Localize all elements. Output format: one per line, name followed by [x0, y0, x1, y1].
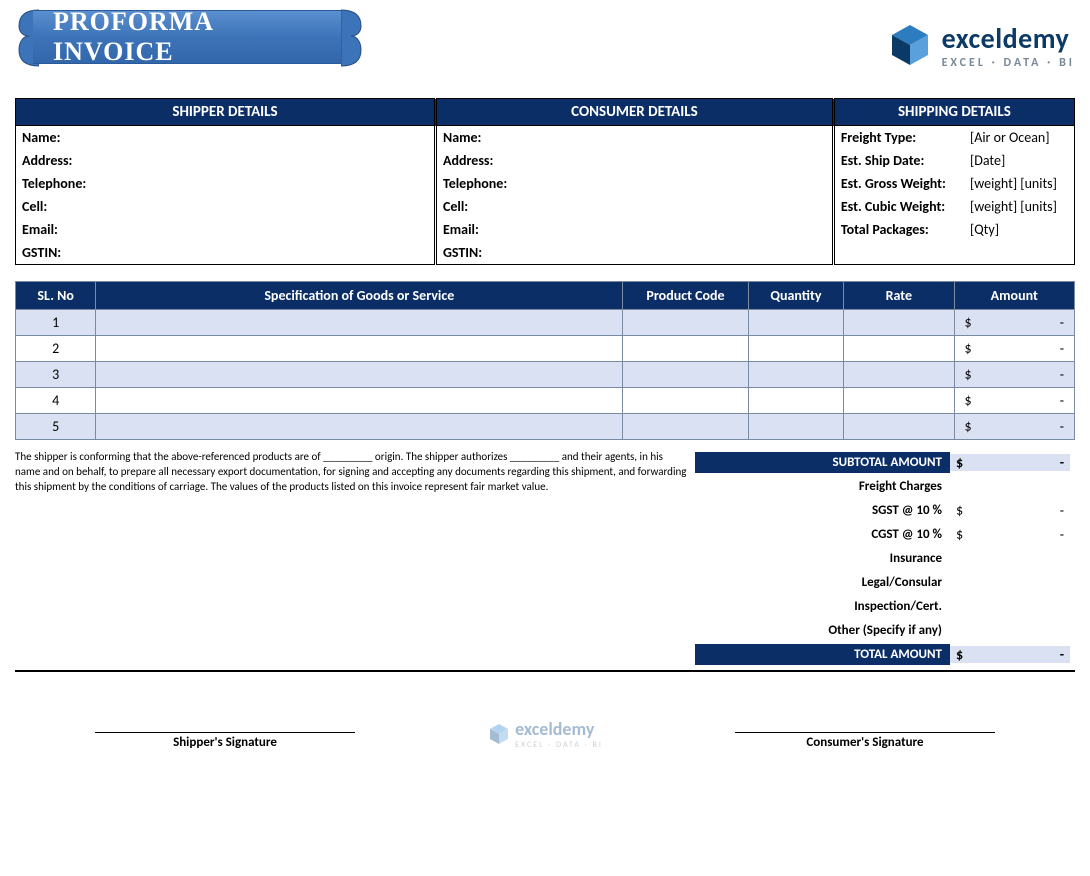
banner-title: PROFORMA INVOICE — [53, 7, 327, 67]
title-banner: PROFORMA INVOICE — [15, 10, 365, 80]
freight-row: Freight Charges — [695, 474, 1075, 498]
table-row: 4 $- — [16, 388, 1075, 414]
consumer-name-label: Name: — [435, 126, 833, 150]
packages-label: Total Packages: — [833, 218, 964, 241]
consumer-header: CONSUMER DETAILS — [435, 99, 833, 126]
consumer-signature: Consumer's Signature — [735, 732, 995, 750]
shipper-signature: Shipper's Signature — [95, 732, 355, 750]
ship-date-value[interactable]: [Date] — [964, 149, 1075, 172]
divider-line — [15, 670, 1075, 672]
cube-icon — [886, 21, 934, 69]
details-table: SHIPPER DETAILS CONSUMER DETAILS SHIPPIN… — [15, 98, 1075, 265]
shipper-email-label: Email: — [16, 218, 436, 241]
gross-wt-label: Est. Gross Weight: — [833, 172, 964, 195]
cubic-wt-label: Est. Cubic Weight: — [833, 195, 964, 218]
shipper-tel-label: Telephone: — [16, 172, 436, 195]
consumer-address-label: Address: — [435, 149, 833, 172]
legal-row: Legal/Consular — [695, 570, 1075, 594]
summary-block: SUBTOTAL AMOUNT $- Freight Charges SGST … — [695, 450, 1075, 666]
col-amt: Amount — [954, 282, 1074, 310]
consumer-cell-label: Cell: — [435, 195, 833, 218]
cubic-wt-value[interactable]: [weight] [units] — [964, 195, 1075, 218]
table-row: 2 $- — [16, 336, 1075, 362]
ship-date-label: Est. Ship Date: — [833, 149, 964, 172]
shipping-header: SHIPPING DETAILS — [833, 99, 1074, 126]
bottom-row: The shipper is conforming that the above… — [15, 450, 1075, 666]
col-qty: Quantity — [748, 282, 843, 310]
col-rate: Rate — [844, 282, 954, 310]
watermark-logo: exceldemy EXCEL · DATA · BI — [487, 718, 603, 750]
brand-tagline: EXCEL · DATA · BI — [942, 56, 1075, 70]
subtotal-row: SUBTOTAL AMOUNT $- — [695, 450, 1075, 474]
total-row: TOTAL AMOUNT $- — [695, 642, 1075, 666]
fineprint-text: The shipper is conforming that the above… — [15, 450, 695, 495]
items-table: SL. No Specification of Goods or Service… — [15, 281, 1075, 440]
consumer-tel-label: Telephone: — [435, 172, 833, 195]
brand-name: exceldemy — [942, 21, 1075, 56]
table-row: 5 $- — [16, 414, 1075, 440]
shipper-header: SHIPPER DETAILS — [16, 99, 436, 126]
other-row: Other (Specify if any) — [695, 618, 1075, 642]
shipper-gstin-label: GSTIN: — [16, 241, 436, 265]
col-pc: Product Code — [623, 282, 748, 310]
shipper-name-label: Name: — [16, 126, 436, 150]
signature-row: Shipper's Signature exceldemy EXCEL · DA… — [15, 718, 1075, 750]
cube-icon — [487, 722, 511, 746]
consumer-email-label: Email: — [435, 218, 833, 241]
gross-wt-value[interactable]: [weight] [units] — [964, 172, 1075, 195]
packages-value[interactable]: [Qty] — [964, 218, 1075, 241]
inspection-row: Inspection/Cert. — [695, 594, 1075, 618]
sgst-row: SGST @ 10 % $- — [695, 498, 1075, 522]
header-row: PROFORMA INVOICE exceldemy EXCEL · DATA … — [15, 10, 1075, 80]
table-row: 1 $- — [16, 310, 1075, 336]
scroll-right-icon — [341, 4, 365, 70]
col-sl: SL. No — [16, 282, 96, 310]
table-row: 3 $- — [16, 362, 1075, 388]
col-spec: Specification of Goods or Service — [96, 282, 623, 310]
shipper-cell-label: Cell: — [16, 195, 436, 218]
consumer-gstin-label: GSTIN: — [435, 241, 833, 265]
shipper-address-label: Address: — [16, 149, 436, 172]
cgst-row: CGST @ 10 % $- — [695, 522, 1075, 546]
insurance-row: Insurance — [695, 546, 1075, 570]
brand-logo: exceldemy EXCEL · DATA · BI — [886, 21, 1075, 70]
freight-type-label: Freight Type: — [833, 126, 964, 150]
freight-type-value[interactable]: [Air or Ocean] — [964, 126, 1075, 150]
